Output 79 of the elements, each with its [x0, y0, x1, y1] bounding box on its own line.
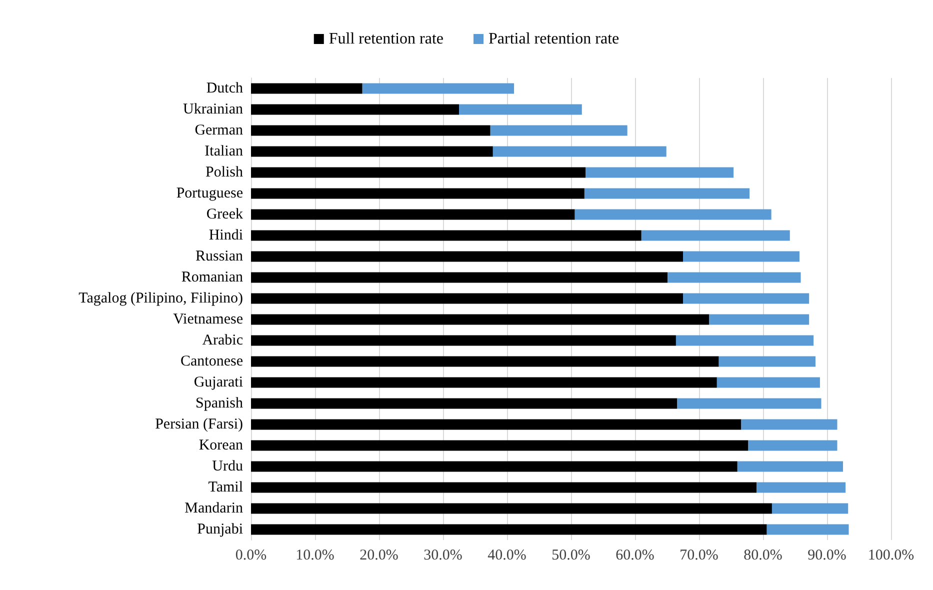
bar: [251, 209, 575, 220]
bar: [748, 440, 838, 451]
y-tick-label: Russian: [195, 248, 244, 264]
bar: [251, 398, 678, 409]
y-tick-label: Urdu: [212, 458, 244, 474]
bar: [683, 293, 810, 304]
bar: [741, 419, 838, 430]
bar: [668, 272, 801, 283]
bar: [251, 104, 459, 115]
bar: [677, 398, 822, 409]
y-tick-label: Spanish: [195, 396, 244, 412]
legend-label: Partial retention rate: [488, 30, 620, 48]
x-tick-label: 40.0%: [488, 548, 526, 564]
x-tick-label: 0.0%: [235, 548, 267, 564]
bar: [251, 188, 584, 199]
y-tick-label: Portuguese: [176, 186, 244, 202]
y-tick-label: Persian (Farsi): [155, 416, 243, 432]
bar: [459, 104, 582, 115]
x-tick-label: 50.0%: [552, 548, 590, 564]
y-tick-label: Greek: [206, 206, 244, 222]
bar: [251, 293, 683, 304]
y-tick-label: Romanian: [181, 270, 244, 286]
bar: [574, 209, 772, 220]
bar: [584, 188, 750, 199]
bar: [676, 335, 814, 346]
y-tick-label: Dutch: [206, 80, 244, 96]
y-tick-label: Tagalog (Pilipino, Filipino): [78, 290, 243, 306]
bar: [251, 335, 676, 346]
y-tick-label: Vietnamese: [173, 312, 244, 328]
legend-label: Full retention rate: [328, 30, 444, 48]
bar: [490, 125, 628, 136]
y-tick-label: Mandarin: [184, 500, 244, 516]
bar: [772, 503, 848, 514]
bar: [756, 482, 846, 493]
bar: [683, 251, 800, 262]
x-tick-label: 60.0%: [616, 548, 654, 564]
bar: [251, 503, 772, 514]
bar: [737, 461, 843, 472]
y-tick-label: Italian: [204, 144, 244, 160]
bar: [251, 83, 362, 94]
bar: [251, 146, 493, 157]
bar: [251, 482, 757, 493]
x-tick-label: 100.0%: [868, 548, 914, 564]
y-tick-label: Tamil: [208, 480, 243, 496]
x-tick-label: 70.0%: [680, 548, 718, 564]
y-tick-label: Ukrainian: [183, 102, 244, 118]
x-tick-label: 30.0%: [424, 548, 462, 564]
y-tick-label: Arabic: [202, 332, 244, 348]
y-tick-label: German: [194, 122, 244, 138]
bar: [718, 356, 816, 367]
y-tick-label: Punjabi: [197, 522, 243, 538]
y-tick-label: Cantonese: [180, 354, 244, 370]
bar: [251, 251, 683, 262]
bar: [251, 272, 668, 283]
y-tick-label: Korean: [198, 438, 244, 454]
x-tick-label: 80.0%: [744, 548, 782, 564]
x-tick-label: 90.0%: [808, 548, 846, 564]
bar: [492, 146, 666, 157]
bar: [251, 377, 717, 388]
bar: [251, 524, 767, 535]
x-tick-label: 10.0%: [296, 548, 334, 564]
bar: [251, 230, 642, 241]
bar: [251, 440, 748, 451]
x-tick-label: 20.0%: [360, 548, 398, 564]
bar: [362, 83, 514, 94]
bar: [251, 125, 490, 136]
bar: [251, 461, 738, 472]
y-tick-label: Hindi: [208, 228, 243, 244]
y-tick-label: Polish: [205, 164, 244, 180]
bar: [716, 377, 820, 388]
bar: [251, 419, 742, 430]
bar: [641, 230, 790, 241]
bar: [709, 314, 810, 325]
bar: [766, 524, 849, 535]
bar: [251, 167, 586, 178]
y-tick-label: Gujarati: [194, 374, 243, 390]
bar: [251, 314, 710, 325]
bar: [251, 356, 719, 367]
bar: [586, 167, 734, 178]
